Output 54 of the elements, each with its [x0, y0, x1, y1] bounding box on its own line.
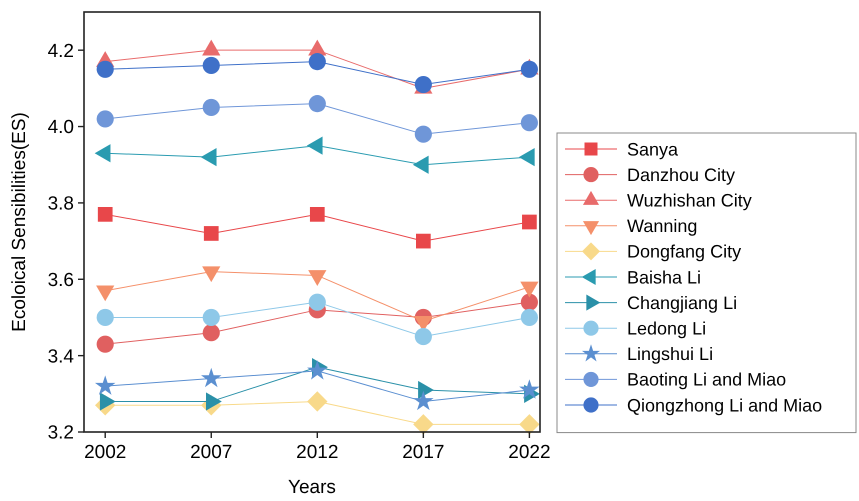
legend-label: Changjiang Li [627, 292, 738, 313]
point [520, 114, 538, 132]
point [413, 414, 434, 435]
legend-label: Baoting Li and Miao [627, 370, 786, 390]
point [96, 110, 114, 128]
point [202, 324, 220, 342]
legend-label: Sanya [627, 139, 680, 160]
point [201, 368, 222, 388]
y-tick-label: 4.0 [48, 117, 74, 138]
y-tick-label: 3.4 [48, 346, 74, 368]
point [414, 328, 432, 346]
point [98, 207, 113, 222]
point [307, 360, 328, 380]
point [202, 308, 220, 326]
point [519, 414, 540, 435]
point [519, 379, 540, 399]
legend-label: Dongfang City [627, 242, 742, 262]
x-tick-label: 2017 [402, 442, 444, 463]
point [308, 95, 326, 112]
x-tick-label: 2012 [296, 442, 338, 463]
point [520, 308, 538, 326]
legend-label: Ledong Li [627, 318, 706, 338]
point [520, 294, 538, 311]
point [520, 60, 538, 78]
point [413, 390, 434, 410]
point [94, 375, 116, 395]
x-tick-label: 2007 [190, 442, 232, 463]
point [307, 391, 328, 412]
y-axis-title: Ecoloical Sensibilities(ES) [9, 112, 30, 332]
point [416, 234, 431, 248]
legend-label: Lingshui Li [627, 344, 714, 364]
point [202, 56, 220, 74]
legend-label: Danzhou City [627, 164, 736, 185]
legend-label: Qiongzhong Li and Miao [627, 395, 822, 416]
x-tick-label: 2002 [84, 442, 126, 463]
point [202, 98, 220, 116]
legend-label: Wuzhishan City [627, 190, 752, 210]
point [308, 294, 326, 311]
point [414, 126, 432, 143]
point [96, 60, 114, 78]
y-tick-label: 3.6 [48, 270, 74, 291]
point [308, 53, 326, 70]
y-tick-label: 3.8 [48, 194, 74, 215]
point [522, 214, 537, 230]
point [96, 308, 114, 326]
legend-label: Wanning [627, 216, 698, 236]
x-axis-title: Years [288, 477, 336, 498]
point [96, 336, 114, 353]
point [204, 226, 219, 241]
y-tick-label: 3.2 [48, 422, 74, 444]
y-tick-label: 4.2 [48, 40, 74, 62]
legend-label: Baisha Li [627, 267, 702, 288]
point [310, 207, 325, 222]
x-tick-label: 2022 [508, 442, 551, 463]
